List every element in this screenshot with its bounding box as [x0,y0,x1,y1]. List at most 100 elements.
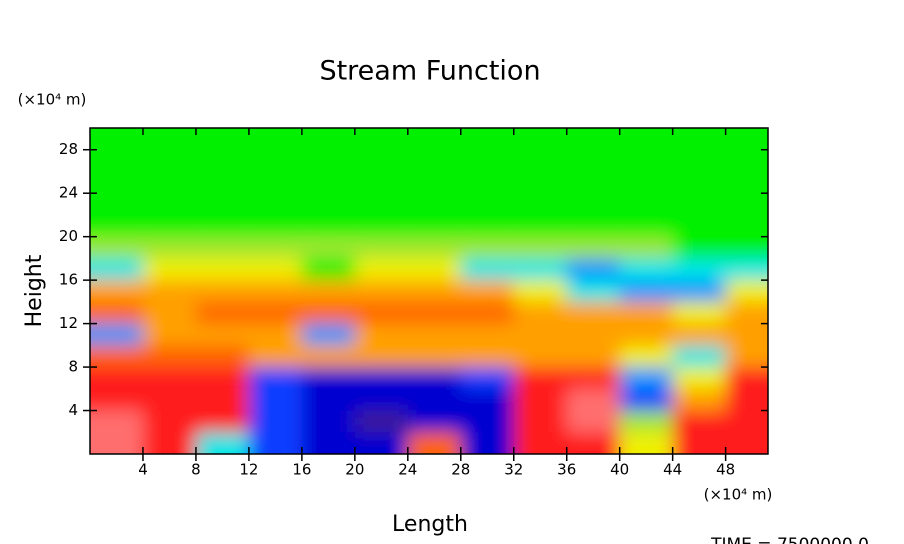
contour-cell [248,345,303,368]
plot-area [90,128,768,454]
contour-cell [407,410,462,433]
contour-cell [248,171,303,194]
contour-cell [566,388,621,412]
contour-cell [566,193,621,216]
contour-cell [566,258,621,281]
contour-cell [460,149,515,172]
contour-cell [142,432,197,454]
contour-cell [513,258,568,281]
contour-cell [142,410,197,433]
contour-cell [195,280,250,303]
contour-cell [619,128,674,151]
contour-cell [566,323,621,346]
contour-cell [672,214,727,238]
contour-cell [460,388,515,412]
contour-cell [566,410,621,433]
contour-cell [672,367,727,390]
contour-cell [672,345,727,368]
contour-cell [142,323,197,346]
y-tick-label: 24 [59,184,78,202]
contour-cell [619,301,674,325]
contour-cell [407,388,462,412]
contour-cell [354,388,409,412]
contour-cell [619,193,674,216]
x-tick-label: 40 [610,461,629,479]
x-tick-label: 8 [191,461,201,479]
contour-cell [90,301,144,325]
contour-cell [142,214,197,238]
y-tick-label: 4 [68,401,78,419]
contour-cell [725,214,768,238]
contour-cell [301,258,356,281]
contour-cell [142,367,197,390]
contour-cell [407,236,462,259]
contour-cell [301,432,356,454]
contour-cell [142,149,197,172]
contour-cell [725,345,768,368]
contour-cell [195,214,250,238]
contour-cell [354,301,409,325]
contour-cell [195,345,250,368]
contour-cell [248,214,303,238]
contour-cell [301,367,356,390]
contour-cell [725,280,768,303]
contour-cell [248,258,303,281]
contour-cell [407,128,462,151]
contour-cell [672,388,727,412]
chart-title: Stream Function [319,56,540,87]
contour-cell [195,171,250,194]
contour-cell [407,367,462,390]
contour-cell [301,171,356,194]
contour-cell [301,410,356,433]
x-tick-label: 4 [138,461,148,479]
contour-cell [725,388,768,412]
contour-cell [195,388,250,412]
contour-cell [248,149,303,172]
contour-cell [301,301,356,325]
contour-cell [460,323,515,346]
contour-cell [566,301,621,325]
time-label: TIME = 7500000.0 [710,535,869,544]
contour-cell [301,214,356,238]
contour-cell [90,149,144,172]
x-tick-label: 48 [716,461,735,479]
contour-cell [619,410,674,433]
contour-cell [619,214,674,238]
contour-cell [460,214,515,238]
contour-cell [725,301,768,325]
contour-cell [142,128,197,151]
contour-cell [354,410,409,433]
contour-cell [90,258,144,281]
contour-cell [672,280,727,303]
contour-cell [301,193,356,216]
x-axis-label: Length [392,512,468,537]
contour-cell [195,367,250,390]
contour-cell [90,236,144,259]
x-tick-label: 28 [451,461,470,479]
contour-cell [90,432,144,454]
contour-cell [725,432,768,454]
contour-cell [407,345,462,368]
contour-cell [672,258,727,281]
contour-cell [725,236,768,259]
contour-cell [672,410,727,433]
contour-cell [672,236,727,259]
contour-cell [725,367,768,390]
contour-cell [195,236,250,259]
contour-cell [407,149,462,172]
contour-cell [460,301,515,325]
contour-cell [566,345,621,368]
contour-cell [301,128,356,151]
contour-cell [619,345,674,368]
plot-frame [89,127,769,455]
contour-field [90,128,768,454]
contour-cell [407,171,462,194]
contour-cell [513,323,568,346]
contour-cell [566,367,621,390]
contour-cell [142,193,197,216]
contour-cell [460,410,515,433]
contour-cell [195,323,250,346]
contour-cell [725,258,768,281]
contour-cell [566,280,621,303]
contour-cell [142,388,197,412]
